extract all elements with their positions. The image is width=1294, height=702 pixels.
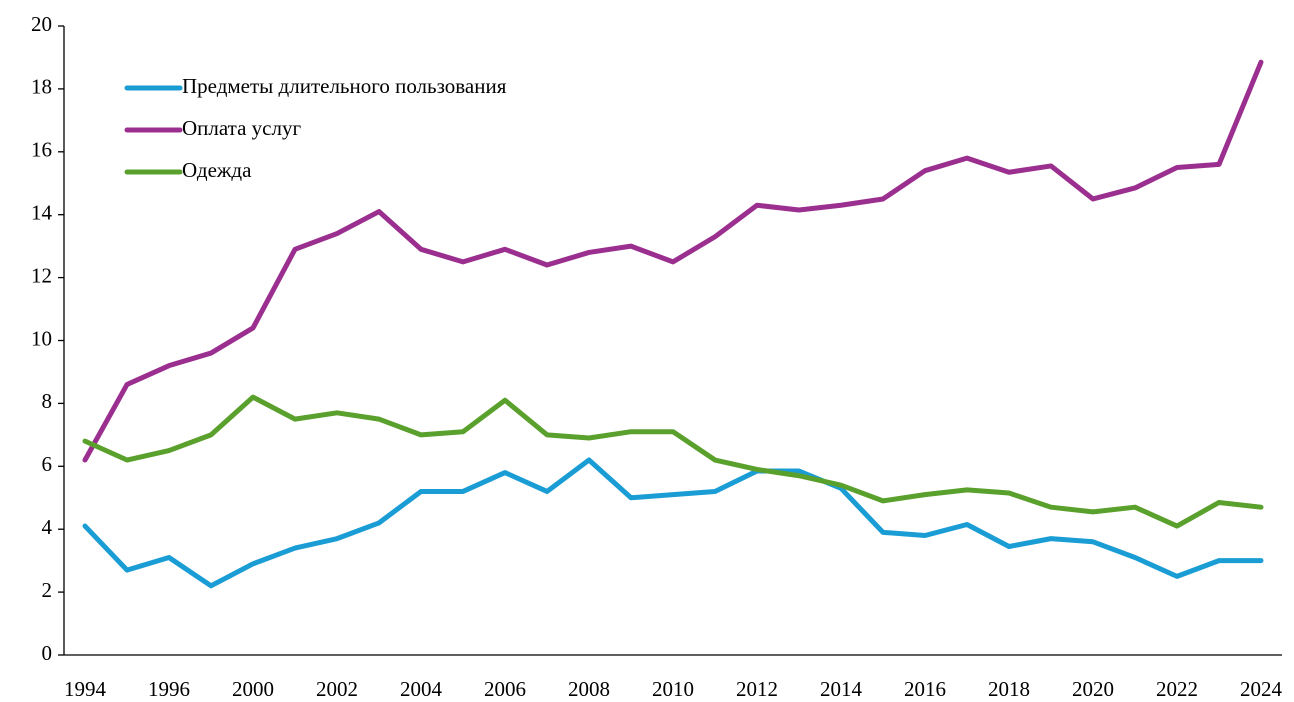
line (82, 457, 1264, 589)
legend-label: Оплата услуг (182, 116, 301, 140)
x-tick-label: 2004 (400, 677, 443, 701)
y-tick-label: 0 (42, 641, 53, 665)
x-tick-label: 1994 (64, 677, 107, 701)
y-tick-label: 4 (42, 515, 53, 539)
y-tick-label: 20 (31, 12, 52, 36)
x-tick-label: 2000 (232, 677, 274, 701)
x-tick-label: 2012 (736, 677, 778, 701)
x-tick-label: 2008 (568, 677, 610, 701)
x-tick-label: 2020 (1072, 677, 1114, 701)
x-tick-label: 2014 (820, 677, 863, 701)
y-tick-label: 18 (31, 75, 52, 99)
x-tick-label: 2002 (316, 677, 358, 701)
x-tick-label: 1996 (148, 677, 190, 701)
x-tick-label: 2022 (1156, 677, 1198, 701)
y-tick-label: 10 (31, 326, 52, 350)
x-tick-label: 2006 (484, 677, 526, 701)
y-tick-label: 6 (42, 452, 53, 476)
legend-label: Предметы длительного пользования (182, 74, 507, 98)
x-tick-label: 2018 (988, 677, 1030, 701)
y-tick-label: 8 (42, 389, 53, 413)
legend-label: Одежда (182, 158, 252, 182)
x-tick-label: 2010 (652, 677, 694, 701)
y-tick-label: 2 (42, 578, 53, 602)
line (82, 59, 1264, 463)
x-tick-label: 2016 (904, 677, 946, 701)
line (82, 394, 1264, 529)
x-tick-label: 2024 (1240, 677, 1283, 701)
y-tick-label: 16 (31, 138, 52, 162)
y-tick-label: 14 (31, 201, 53, 225)
y-tick-label: 12 (31, 263, 52, 287)
